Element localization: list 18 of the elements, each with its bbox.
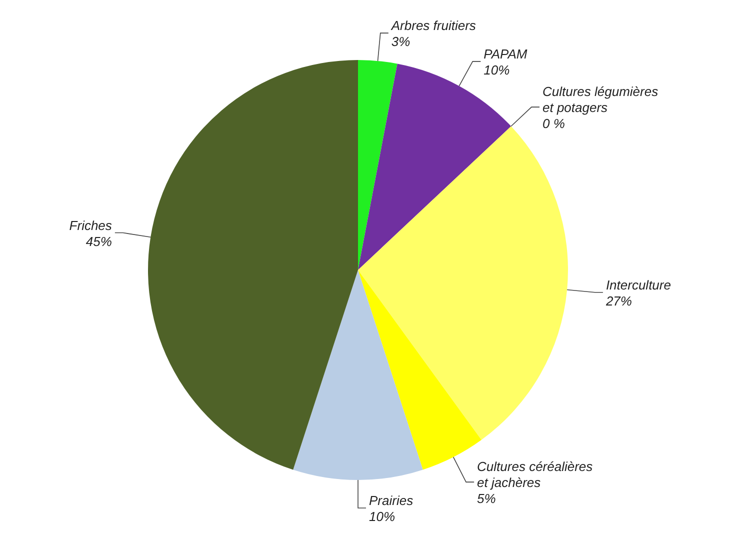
data-label: 45% — [86, 234, 112, 249]
data-label: 3% — [391, 34, 410, 50]
pie-slice — [358, 64, 512, 270]
slice-label: Arbres fruitiers — [390, 18, 476, 34]
category-label: Cultures légumières et potagers — [542, 84, 658, 116]
slice-label: Interculture — [606, 277, 671, 292]
pie-slice — [293, 270, 423, 480]
slice-label: Cultures céréalières et jachères — [477, 459, 594, 490]
data-label: 10% — [484, 62, 510, 78]
slice-label: Prairies — [369, 493, 414, 508]
text: 0 % — [542, 116, 565, 132]
pie-slice — [358, 60, 398, 270]
data-label: 10% — [369, 509, 396, 524]
pie-slice — [148, 60, 358, 470]
slice-label: Friches — [69, 218, 112, 233]
data-label: 5% — [477, 491, 496, 506]
slice-label: PAPAM — [484, 46, 528, 62]
data-label: 27% — [604, 293, 632, 308]
